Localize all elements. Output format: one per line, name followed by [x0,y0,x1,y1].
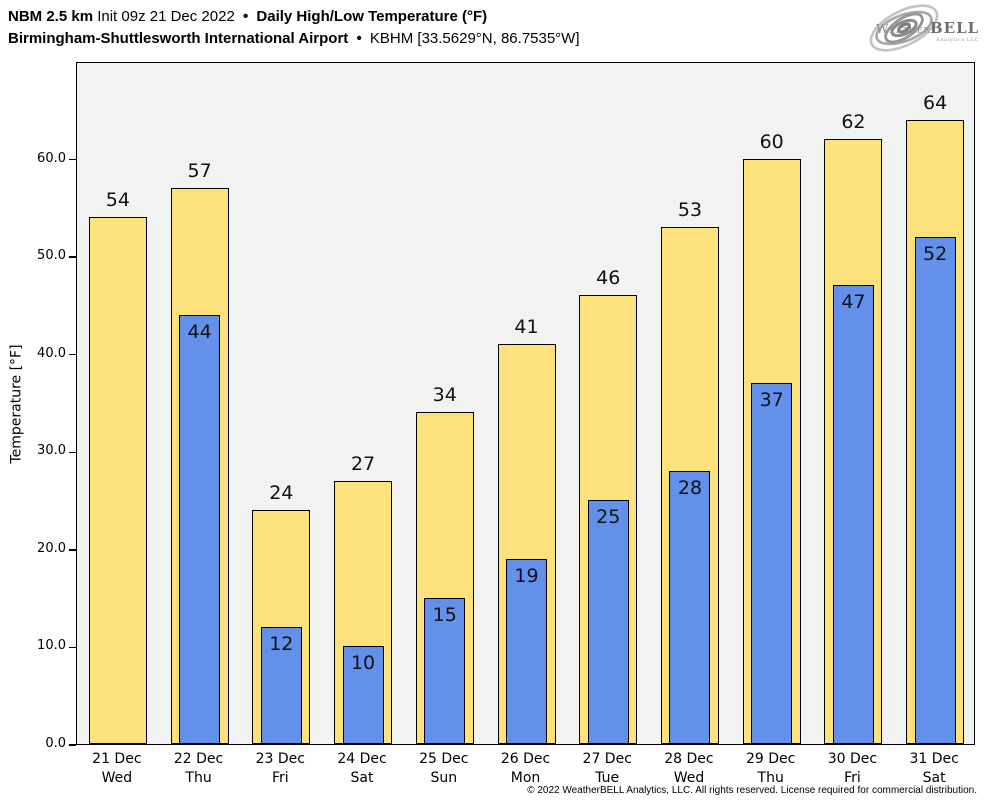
x-tick-day: Wed [673,770,705,786]
init-time: Init 09z 21 Dec 2022 [97,8,235,25]
high-temp-label: 57 [187,159,212,182]
x-tick-day: Sat [350,770,374,786]
x-tick-date: 26 Dec [500,751,551,767]
x-tick-date: 30 Dec [827,751,878,767]
x-tick-day: Sat [922,770,946,786]
low-temp-label: 10 [350,652,376,675]
low-temp-bar [751,383,793,744]
x-tick-label: 23 Dec Fri [235,750,325,788]
high-temp-label: 64 [923,91,948,114]
x-tick-label: 27 Dec Tue [562,750,652,788]
high-temp-label: 54 [105,189,130,212]
x-tick-label: 25 Dec Sun [399,750,489,788]
x-tick-date: 24 Dec [337,751,387,767]
x-tick-label: 29 Dec Thu [726,750,816,788]
x-tick-label: 22 Dec Thu [154,750,244,788]
title-separator: • [242,8,249,25]
high-temp-label: 34 [432,384,457,407]
low-temp-bar [179,314,221,744]
y-tick-label: 30.0 [37,443,66,459]
logo-weather-text: Weather [876,22,931,36]
low-temp-label: 37 [759,389,784,411]
station-name: Birmingham-Shuttlesworth International A… [8,30,349,47]
x-tick-day: Fri [271,770,289,786]
y-tick-label: 20.0 [37,540,66,556]
y-tick-mark [69,451,76,453]
x-tick-date: 21 Dec [92,751,142,767]
high-temp-label: 24 [269,481,294,504]
y-tick-label: 60.0 [37,150,66,166]
high-temp-bar [88,217,147,744]
hurricane-swirl-icon [869,4,939,52]
logo-bell-text: BELL [930,19,979,37]
y-tick-mark [69,256,76,258]
product-title: Daily High/Low Temperature (°F) [256,8,488,25]
x-tick-day: Thu [757,770,784,786]
x-tick-date: 31 Dec [909,751,959,767]
y-tick-mark [69,744,76,746]
title-line-1: NBM 2.5 km Init 09z 21 Dec 2022 • Daily … [8,6,580,28]
x-tick-label: 30 Dec Fri [807,750,897,788]
x-tick-day: Mon [510,770,541,786]
low-temp-label: 12 [269,632,294,655]
low-temp-bar [832,285,874,744]
high-temp-label: 62 [841,111,866,134]
x-tick-day: Sun [430,770,458,786]
x-tick-day: Thu [185,770,212,786]
x-tick-date: 25 Dec [419,751,469,767]
weatherbell-logo: Weather BELL Analytics LLC [869,4,979,52]
x-tick-day: Wed [101,770,133,786]
high-temp-label: 41 [514,315,539,338]
x-tick-date: 27 Dec [582,751,632,767]
y-tick-label: 0.0 [45,736,66,751]
station-id-coords: KBHM [33.5629°N, 86.7535°W] [369,30,580,47]
logo-analytics-text: Analytics LLC [935,37,979,43]
low-temp-bar [260,626,302,744]
high-temp-label: 46 [596,267,621,290]
x-tick-date: 23 Dec [255,751,305,767]
high-temp-label: 60 [759,130,784,153]
low-temp-label: 47 [841,291,866,314]
low-temp-label: 52 [923,242,948,265]
title-line-2: Birmingham-Shuttlesworth International A… [8,28,580,50]
high-temp-label: 53 [677,198,703,221]
x-tick-date: 29 Dec [745,751,796,767]
copyright-notice: © 2022 WeatherBELL Analytics, LLC. All r… [527,785,977,796]
low-temp-bar [587,500,629,744]
y-tick-label: 10.0 [37,638,66,654]
x-tick-day: Tue [595,770,620,786]
x-tick-date: 28 Dec [664,751,714,767]
y-tick-label: 50.0 [37,248,66,264]
x-tick-date: 22 Dec [173,751,224,767]
y-tick-mark [69,354,76,356]
low-temp-bar [342,646,384,744]
subtitle-separator: • [356,30,362,47]
y-tick-mark [69,646,76,649]
x-tick-label: 24 Dec Sat [317,750,407,788]
x-tick-day: Fri [844,770,861,786]
low-temp-label: 25 [596,506,621,529]
chart-header: NBM 2.5 km Init 09z 21 Dec 2022 • Daily … [8,6,580,50]
high-temp-label: 27 [350,452,376,475]
x-tick-label: 31 Dec Sat [889,750,979,788]
plot-area: 54 57 44 24 12 27 10 34 15 41 19 46 25 53 28 60 37 62 47 64… [76,62,975,745]
x-tick-label: 26 Dec Mon [481,750,571,788]
low-temp-label: 19 [514,564,539,587]
x-tick-label: 21 Dec Wed [72,750,162,788]
low-temp-bar [506,558,547,744]
low-temp-label: 44 [187,320,212,343]
model-name: NBM 2.5 km [8,8,94,25]
low-temp-bar [669,470,711,744]
y-tick-label: 40.0 [37,345,66,361]
low-temp-label: 28 [677,476,703,499]
low-temp-label: 15 [432,603,457,626]
y-tick-mark [69,549,76,551]
low-temp-bar [424,597,466,744]
x-tick-label: 28 Dec Wed [644,750,734,788]
y-tick-mark [69,158,76,161]
low-temp-bar [914,236,956,744]
